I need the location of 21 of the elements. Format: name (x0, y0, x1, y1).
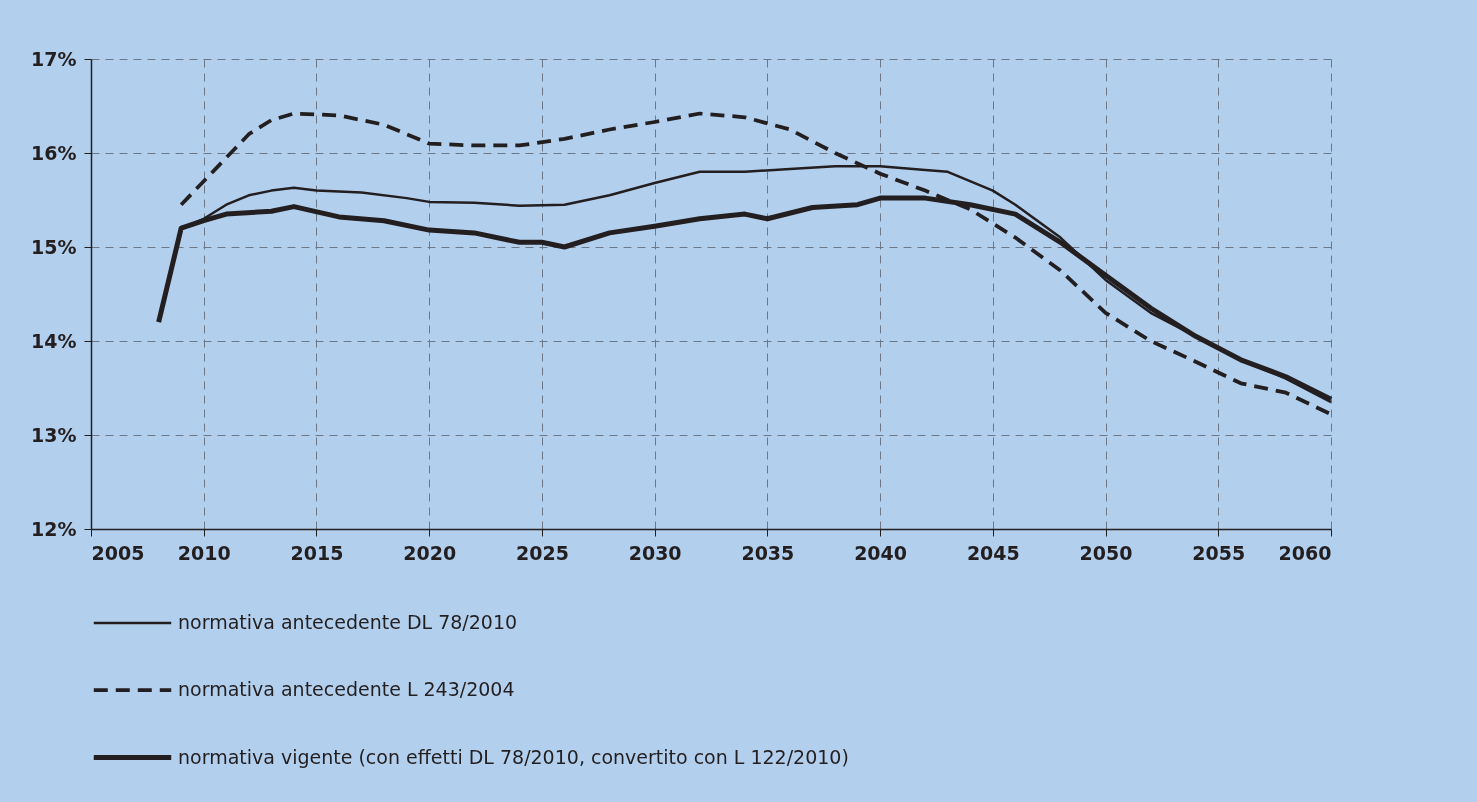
x-tick-label: 2020 (403, 541, 457, 564)
x-tick-label: 2055 (1192, 541, 1246, 564)
x-tick-label: 2050 (1079, 541, 1133, 564)
legend-label: normativa vigente (con effetti DL 78/2010, convertito con L 122/2010) (178, 745, 849, 768)
y-tick-label: 14% (31, 329, 77, 352)
legend-label: normativa antecedente L 243/2004 (178, 678, 515, 700)
y-tick-label: 13% (31, 423, 77, 446)
y-tick-label: 12% (31, 517, 77, 540)
x-tick-label: 2030 (628, 541, 682, 564)
y-tick-label: 16% (31, 141, 77, 164)
x-tick-label: 2005 (91, 541, 145, 564)
y-tick-label: 15% (31, 235, 77, 258)
x-tick-label: 2035 (741, 541, 795, 564)
x-tick-label: 2015 (290, 541, 344, 564)
y-tick-label: 17% (31, 47, 77, 70)
x-tick-label: 2060 (1278, 541, 1332, 564)
x-tick-label: 2045 (966, 541, 1020, 564)
x-tick-label: 2040 (854, 541, 908, 564)
x-tick-label: 2010 (177, 541, 231, 564)
legend-label: normativa antecedente DL 78/2010 (178, 611, 518, 633)
x-tick-label: 2025 (515, 541, 569, 564)
